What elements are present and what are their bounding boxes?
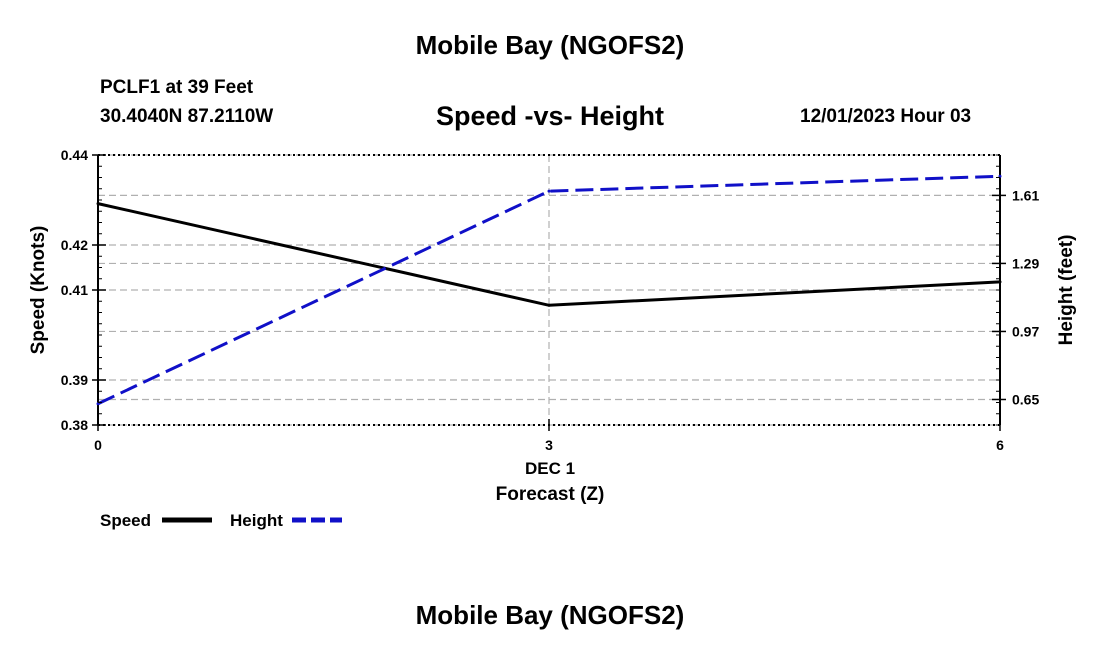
station-label: PCLF1 at 39 Feet bbox=[100, 77, 254, 98]
chart-main-title: Mobile Bay (NGOFS2) bbox=[415, 30, 685, 60]
x-axis-label: Forecast (Z) bbox=[496, 484, 605, 505]
tick-layer: 0.38 0.39 0.41 0.42 0.44 0.65 0.97 1.29 1.61 0 3 6 bbox=[61, 147, 1040, 453]
y-right-tick-label-2: 1.29 bbox=[1012, 255, 1039, 271]
forecast-timestamp: 12/01/2023 Hour 03 bbox=[800, 106, 972, 127]
x-tick-label-2: 6 bbox=[996, 437, 1004, 453]
legend-height-label: Height bbox=[230, 511, 283, 530]
data-point-speed-1 bbox=[547, 303, 551, 307]
y-left-tick-label-0: 0.38 bbox=[61, 417, 88, 433]
x-tick-label-0: 0 bbox=[94, 437, 102, 453]
data-point-height-1 bbox=[547, 189, 551, 193]
data-point-speed-2 bbox=[998, 280, 1002, 284]
series-layer bbox=[96, 174, 1002, 406]
legend-speed-label: Speed bbox=[100, 511, 151, 530]
legend: Speed Height bbox=[100, 511, 342, 530]
series-line-height bbox=[97, 174, 1001, 406]
y-right-tick-label-3: 1.61 bbox=[1012, 187, 1039, 203]
x-date-label: DEC 1 bbox=[525, 459, 575, 478]
y-left-tick-label-2: 0.41 bbox=[61, 282, 88, 298]
data-point-speed-0 bbox=[96, 202, 100, 206]
footer-title: Mobile Bay (NGOFS2) bbox=[415, 600, 685, 630]
x-tick-label-1: 3 bbox=[545, 437, 553, 453]
chart-subtitle: Speed -vs- Height bbox=[435, 101, 665, 131]
station-coordinates: 30.4040N 87.2110W bbox=[100, 106, 274, 127]
y-left-tick-label-4: 0.44 bbox=[61, 147, 88, 163]
y-left-tick-label-1: 0.39 bbox=[61, 372, 88, 388]
y-right-tick-label-1: 0.97 bbox=[1012, 323, 1039, 339]
y-axis-left-label: Speed (Knots) bbox=[28, 226, 49, 355]
y-right-tick-label-0: 0.65 bbox=[1012, 391, 1039, 407]
y-axis-right-label: Height (feet) bbox=[1056, 235, 1077, 346]
y-left-tick-label-3: 0.42 bbox=[61, 237, 88, 253]
